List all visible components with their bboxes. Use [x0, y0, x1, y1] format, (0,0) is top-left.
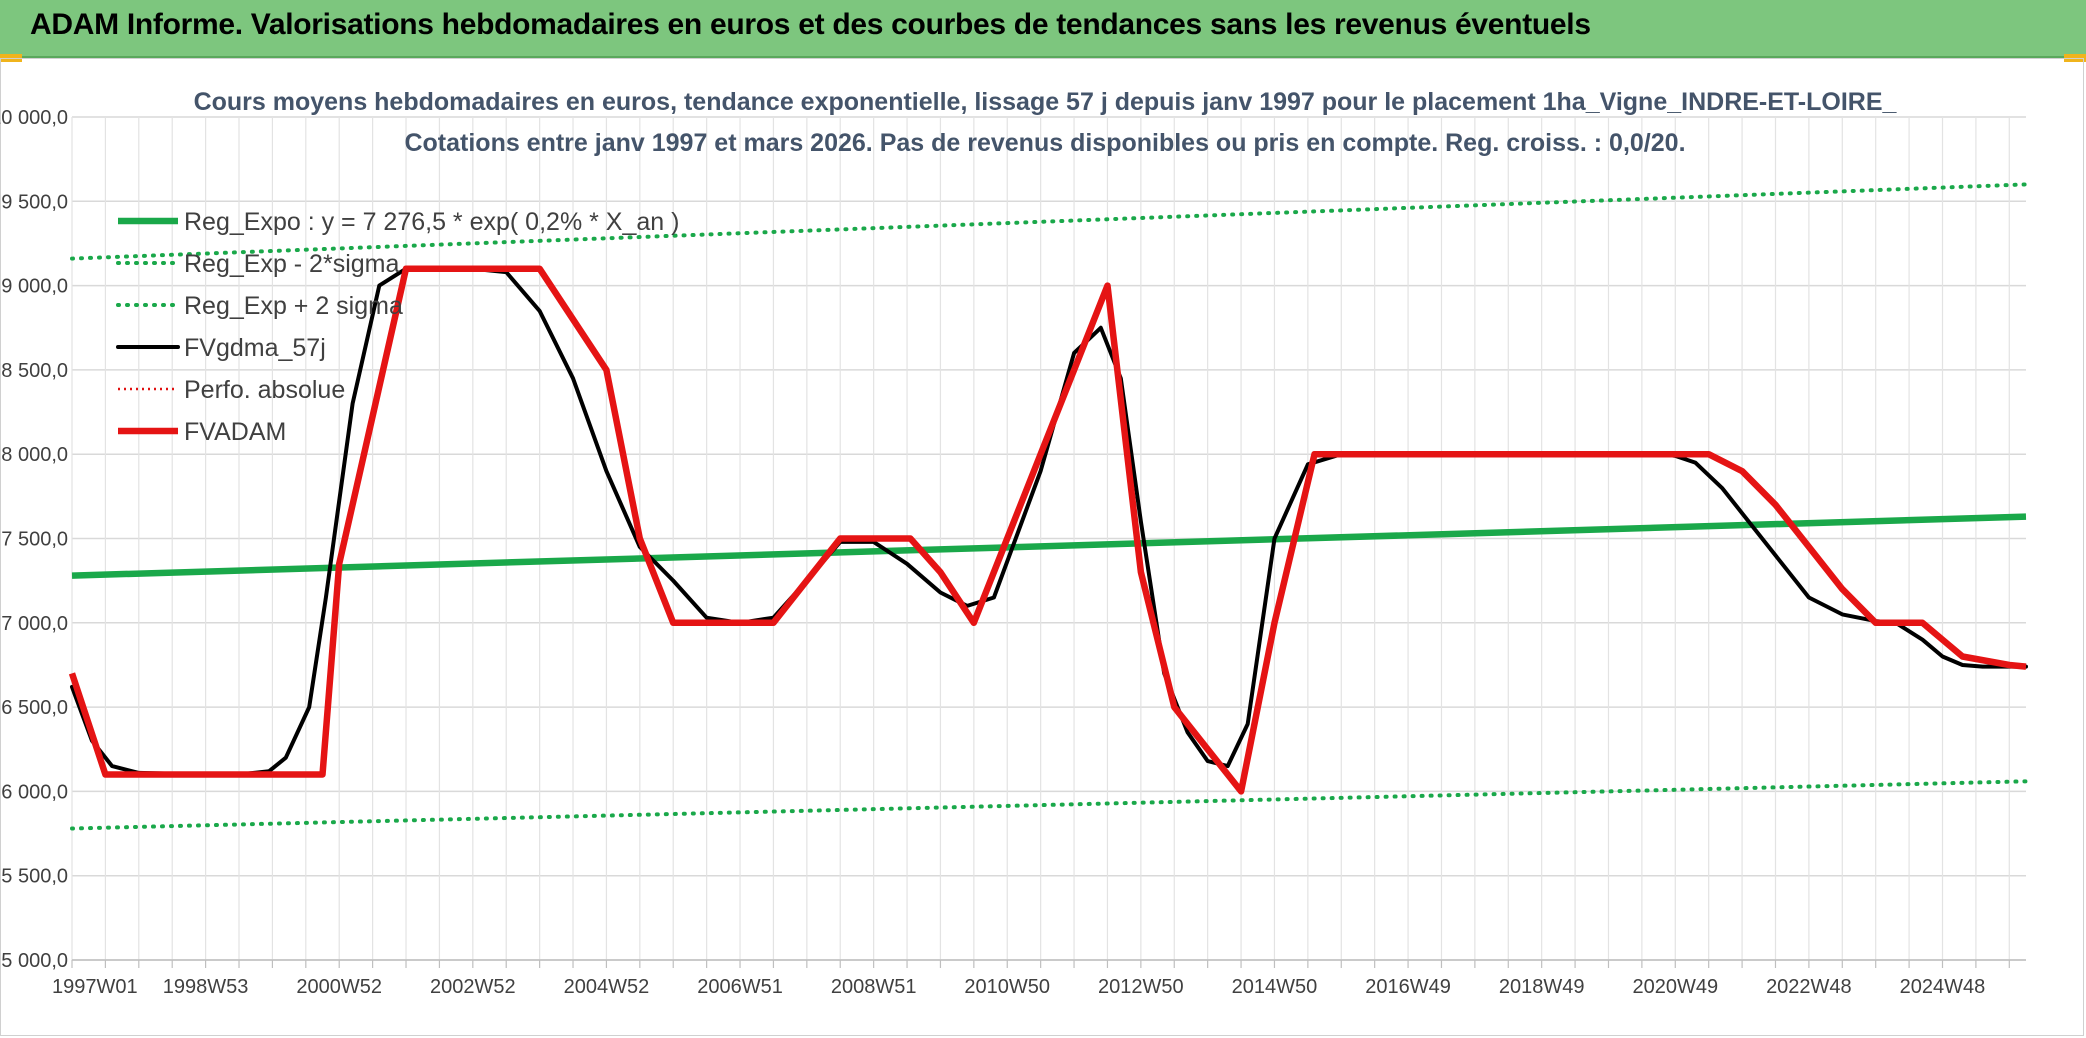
x-tick-label: 2018W49	[1499, 976, 1585, 998]
series	[68, 182, 2028, 831]
x-axis: 1997W01 1998W53 2000W52 2002W52 2004W52 2006W…	[52, 976, 1985, 998]
chart-title-line-2: Cotations entre janv 1997 et mars 2026. …	[404, 129, 1685, 157]
y-tick-label: 6 500,0	[1, 697, 68, 719]
legend-label: FVADAM	[184, 418, 286, 446]
x-tick-label: 2000W52	[296, 976, 382, 998]
x-tick-label: 2016W49	[1365, 976, 1451, 998]
y-tick-label: 9 500,0	[1, 191, 68, 213]
legend-label: Perfo. absolue	[184, 376, 345, 404]
x-tick-label: 2006W51	[697, 976, 783, 998]
y-tick-label: 7 500,0	[1, 529, 68, 551]
y-tick-label: 6 000,0	[1, 781, 68, 803]
series-line-2	[70, 182, 2028, 261]
series-line-5	[68, 265, 2027, 795]
y-tick-label: 8 000,0	[1, 444, 68, 466]
legend-label: Reg_Expo : y = 7 276,5 * exp( 0,2% * X_a…	[184, 208, 679, 236]
x-tick-label: 1997W01	[52, 976, 138, 998]
y-tick-label: 7 000,0	[1, 613, 68, 635]
legend-label: Reg_Exp + 2 sigma	[184, 292, 403, 320]
report-header: ADAM Informe. Valorisations hebdomadaire…	[0, 0, 2086, 62]
x-tick-label: 1998W53	[163, 976, 249, 998]
series-line-1	[70, 779, 2028, 831]
y-tick-label: 5 500,0	[1, 866, 68, 888]
x-tick-label: 2014W50	[1232, 976, 1318, 998]
y-axis: 5 000,0 5 500,0 6 000,0 6 500,0 7 000,0 7 500…	[0, 107, 68, 972]
legend-label: Reg_Exp - 2*sigma	[184, 250, 399, 278]
x-tick-label: 2024W48	[1900, 976, 1986, 998]
x-tick-label: 2004W52	[564, 976, 650, 998]
x-tick-label: 2002W52	[430, 976, 516, 998]
series-line-3	[70, 266, 2028, 777]
y-tick-label: 10 000,0	[0, 107, 68, 129]
x-tick-label: 2008W51	[831, 976, 917, 998]
x-tick-label: 2012W50	[1098, 976, 1184, 998]
chart-frame	[0, 58, 2084, 1036]
x-tick-label: 2022W48	[1766, 976, 1852, 998]
y-tick-label: 9 000,0	[1, 276, 68, 298]
y-tick-label: 8 500,0	[1, 360, 68, 382]
grid	[71, 116, 2026, 968]
y-tick-label: 5 000,0	[1, 950, 68, 972]
legend: Reg_Expo : y = 7 276,5 * exp( 0,2% * X_a…	[116, 208, 679, 446]
report-title: ADAM Informe. Valorisations hebdomadaire…	[30, 8, 1591, 41]
x-tick-label: 2020W49	[1632, 976, 1718, 998]
chart-title-line-1: Cours moyens hebdomadaires en euros, ten…	[194, 88, 1898, 116]
legend-label: FVgdma_57j	[184, 334, 326, 362]
series-line-0	[71, 513, 2027, 579]
x-tick-label: 2010W50	[964, 976, 1050, 998]
